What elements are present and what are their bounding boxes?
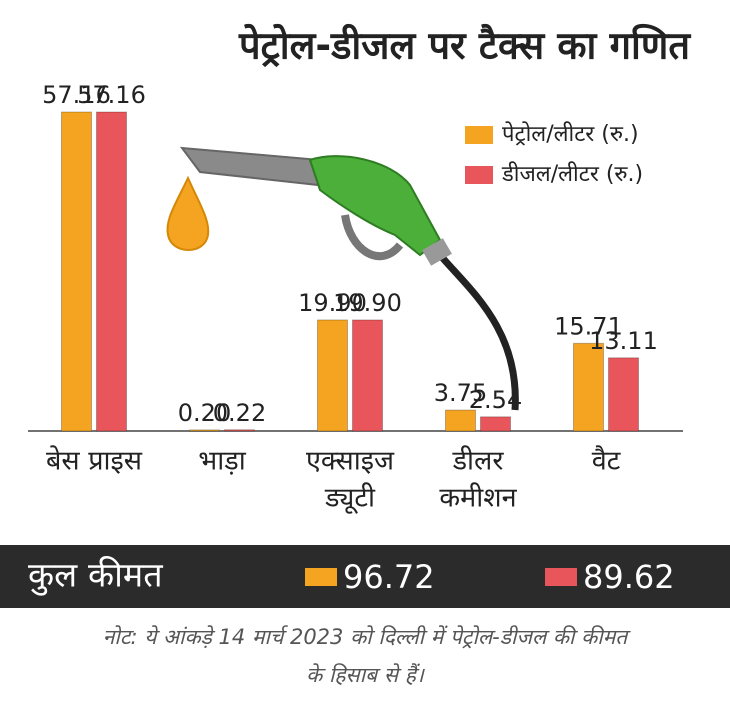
- value-label: 0.22: [213, 399, 266, 427]
- bar: [96, 111, 127, 432]
- x-tick-label: ड्यूटी: [324, 482, 376, 515]
- bar: [608, 357, 639, 432]
- value-label: 19.90: [333, 289, 402, 317]
- x-tick-label: डीलर: [452, 445, 505, 477]
- legend-label: पेट्रोल/लीटर (रु.): [502, 121, 639, 147]
- note: नोट: ये आंकड़े 14 मार्च 2023 को दिल्ली म…: [102, 625, 628, 687]
- total-swatch: [305, 568, 337, 586]
- total-band: [0, 545, 730, 608]
- x-tick-label: बेस प्राइस: [46, 445, 143, 477]
- x-tick-label: एक्साइज: [306, 446, 395, 477]
- total-value: 96.72: [343, 558, 435, 596]
- value-label: 15.71: [554, 312, 623, 340]
- nozzle-illustration: [166, 146, 519, 411]
- value-label: 2.54: [469, 386, 522, 414]
- total-label: कुल कीमत: [28, 556, 163, 597]
- bar: [352, 319, 383, 432]
- hose: [437, 252, 519, 411]
- bar: [189, 429, 220, 432]
- trigger: [341, 214, 404, 261]
- fuel-drop: [166, 175, 210, 251]
- bar: [317, 319, 348, 432]
- value-label: 3.75: [434, 379, 487, 407]
- hose-joint: [422, 238, 452, 266]
- chart-title: पेट्रोल-डीजल पर टैक्स का गणित: [238, 24, 691, 68]
- nozzle-body: [308, 155, 442, 257]
- bar: [224, 429, 255, 432]
- legend-label: डीजल/लीटर (रु.): [501, 161, 643, 187]
- x-tick-label: भाड़ा: [198, 446, 246, 477]
- bar: [61, 111, 92, 432]
- bar: [480, 416, 511, 432]
- bar: [573, 342, 604, 432]
- value-label: 0.20: [178, 399, 231, 427]
- x-tick-label: कमीशन: [439, 482, 517, 514]
- total-swatch: [545, 568, 577, 586]
- spout: [179, 146, 322, 187]
- x-tick-label: वैट: [592, 445, 621, 477]
- value-label: 19.90: [298, 289, 367, 317]
- value-label: 13.11: [589, 327, 658, 355]
- total-value: 89.62: [583, 558, 675, 596]
- legend-swatch: [465, 126, 493, 144]
- value-label: 57.16: [42, 81, 111, 109]
- legend-swatch: [465, 166, 493, 184]
- bar: [445, 409, 476, 432]
- value-label: 57.16: [77, 81, 146, 109]
